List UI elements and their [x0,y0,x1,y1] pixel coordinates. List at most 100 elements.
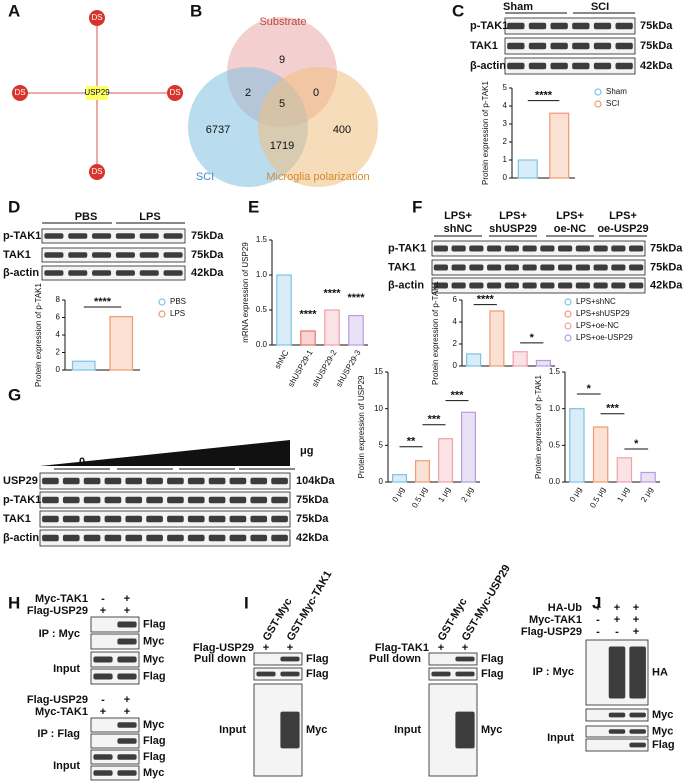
blot-band [615,62,633,70]
blot-band [507,42,525,50]
blot-frame [90,668,140,685]
blot-frame [90,633,140,650]
bar [109,316,134,371]
blot-band [629,264,644,271]
blot-band [42,496,59,504]
bar [489,310,505,367]
blot-band [68,270,88,276]
blot-row-label: TAK1 [3,513,31,525]
blot-row-label: Flag [143,670,166,682]
blot-band [522,282,537,289]
blot-band [167,496,184,504]
blot-band [125,477,143,485]
blot-band [433,245,448,252]
blot-band [487,282,502,289]
blot-band [68,233,88,239]
blot-band [593,62,612,70]
blot-band [629,712,646,718]
blot-band [117,638,137,645]
blot-frame [428,667,478,681]
blot-band [187,515,205,523]
y-tick-label: 1.0 [256,270,268,279]
condition-mark: + [614,602,620,614]
group-label: Sham [503,1,533,13]
blot-frame [90,765,140,781]
legend-marker [594,100,602,108]
blot-band [83,515,101,523]
node-label: DS [14,88,25,97]
blot-row-label: Myc [481,724,502,736]
blot-row-label: β-actin [3,267,39,279]
center-label: USP29 [84,88,110,97]
blot-frame [504,17,636,35]
blot-band [608,646,626,699]
blot-band [208,534,226,542]
blot-band [146,515,163,523]
blot-band [572,62,590,70]
blot-band [433,264,448,271]
blot-band [139,252,159,258]
bar [324,309,340,346]
blot-band [469,264,484,271]
blot-row-label: Myc [143,635,164,647]
blot-row-label: HA [652,666,668,678]
blot-frame [41,247,186,263]
blot-band [44,252,64,258]
blot-band [558,245,573,252]
venn-count: 400 [333,124,351,136]
legend-marker [564,310,572,318]
blot-row-label: Flag [143,751,166,763]
bar [616,457,633,483]
blot-band [528,22,547,30]
blot-row-label: Myc [143,719,164,731]
blot-band [104,477,122,485]
input-label: Input [53,760,80,772]
ip-label: IP : Flag [37,728,80,740]
blot-size: 75kDa [640,40,673,52]
blot-band [115,270,135,276]
blot-band [575,282,590,289]
blot-band [187,477,205,485]
blot-size: 75kDa [191,230,224,242]
blot-band [44,233,64,239]
blot-band [280,711,300,749]
y-tick-label: 10 [374,404,383,413]
blot-band [558,264,573,271]
blot-band [431,671,451,677]
bar [415,460,431,483]
blot-band [593,22,612,30]
input-label: Input [219,724,246,736]
legend-marker [594,88,602,96]
blot-frame [504,37,636,55]
significance-label: **** [94,296,112,308]
blot-band [522,264,537,271]
blot-row-label: β-actin [388,279,424,291]
blot-band [187,534,205,542]
blot-band [167,477,184,485]
significance-label: **** [347,292,365,304]
x-tick-label: 2 μg [639,486,655,504]
blot-band [62,534,80,542]
blot-band [629,282,644,289]
blot-band [558,282,573,289]
blot-frame [39,529,291,547]
blot-band [42,477,59,485]
group-label: LPS [139,211,160,223]
legend-marker [158,310,166,318]
blot-band [572,42,590,50]
blot-band [271,496,288,504]
blot-size: 42kDa [296,532,329,544]
blot-band [167,515,184,523]
blot-band [92,252,112,258]
condition-mark: + [633,626,639,638]
legend-label: LPS+oe-USP29 [576,333,633,342]
group-label: shNC [444,223,473,235]
blot-size: 75kDa [650,242,683,254]
blot-band [250,534,268,542]
node-label: DS [91,167,102,176]
y-tick-label: 2 [56,348,61,357]
blot-frame [90,733,140,749]
condition-label: Myc-TAK1 [529,614,582,626]
blot-band [469,245,484,252]
y-tick-label: 0 [56,365,61,374]
